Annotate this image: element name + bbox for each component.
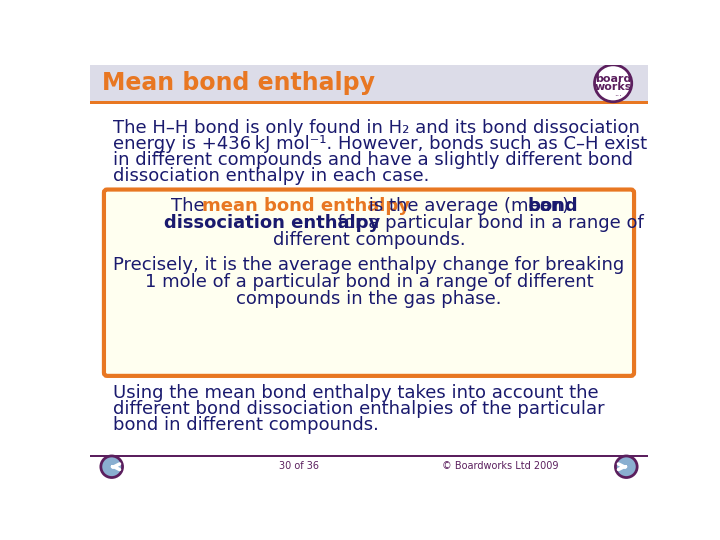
Text: different compounds.: different compounds. [273, 231, 465, 249]
Text: bond in different compounds.: bond in different compounds. [113, 416, 379, 434]
Text: 30 of 36: 30 of 36 [279, 461, 319, 471]
Circle shape [101, 456, 122, 477]
Text: The: The [171, 198, 211, 215]
Bar [90, 104, 648, 456]
Bar [90, 101, 648, 104]
Text: dissociation enthalpy in each case.: dissociation enthalpy in each case. [113, 167, 430, 185]
Text: mean bond enthalpy: mean bond enthalpy [202, 198, 410, 215]
Text: in different compounds and have a slightly different bond: in different compounds and have a slight… [113, 151, 634, 169]
Bar [90, 65, 648, 101]
Circle shape [595, 65, 631, 102]
Bar [90, 455, 648, 457]
Text: for a particular bond in a range of: for a particular bond in a range of [332, 214, 644, 232]
Text: ...: ... [615, 89, 623, 98]
Text: Precisely, it is the average enthalpy change for breaking: Precisely, it is the average enthalpy ch… [113, 256, 625, 274]
Text: works: works [595, 82, 632, 92]
Text: energy is +436 kJ mol⁻¹. However, bonds such as C–H exist: energy is +436 kJ mol⁻¹. However, bonds … [113, 135, 647, 153]
Text: Using the mean bond enthalpy takes into account the: Using the mean bond enthalpy takes into … [113, 383, 599, 402]
Text: dissociation enthalpy: dissociation enthalpy [164, 214, 381, 232]
Text: different bond dissociation enthalpies of the particular: different bond dissociation enthalpies o… [113, 400, 605, 418]
FancyBboxPatch shape [104, 190, 634, 376]
Text: compounds in the gas phase.: compounds in the gas phase. [236, 290, 502, 308]
Circle shape [616, 456, 637, 477]
Text: 1 mole of a particular bond in a range of different: 1 mole of a particular bond in a range o… [145, 273, 593, 291]
Text: board: board [595, 75, 631, 84]
Text: The H–H bond is only found in H₂ and its bond dissociation: The H–H bond is only found in H₂ and its… [113, 119, 640, 137]
Text: bond: bond [527, 198, 578, 215]
Text: Mean bond enthalpy: Mean bond enthalpy [102, 71, 375, 95]
Text: is the average (mean): is the average (mean) [363, 198, 575, 215]
Text: © Boardworks Ltd 2009: © Boardworks Ltd 2009 [443, 461, 559, 471]
